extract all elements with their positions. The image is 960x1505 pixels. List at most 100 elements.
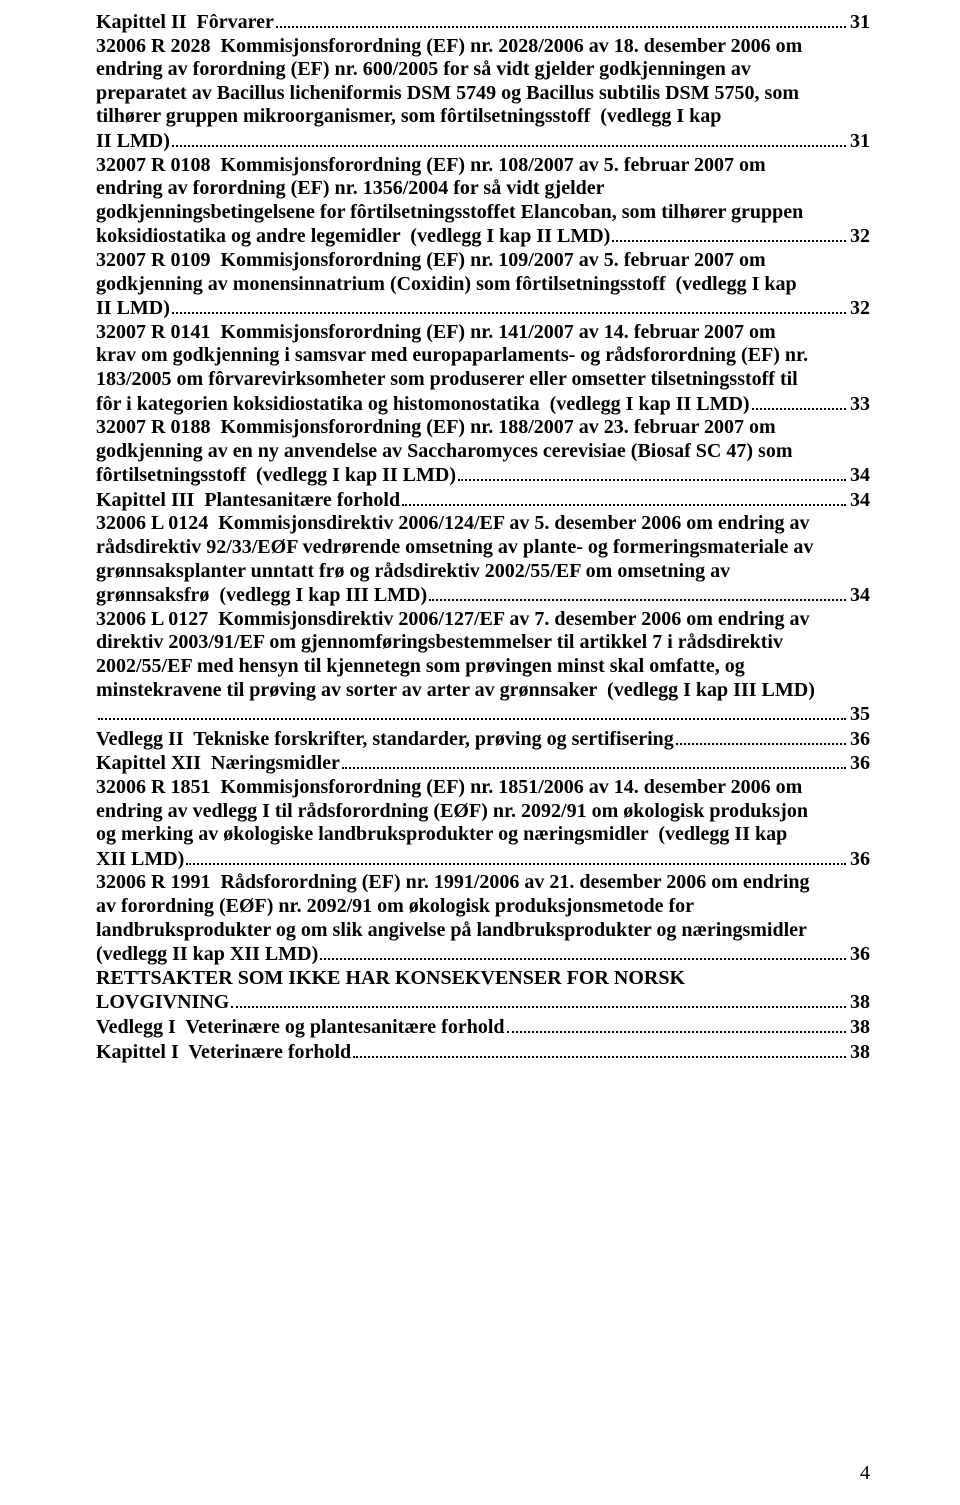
toc-line: fôrtilsetningsstoff (vedlegg I kap II LM… [96,463,870,488]
toc-text: endring av forordning (EF) nr. 1356/2004… [96,177,605,201]
toc-entry: 32006 R 1991 Rådsforordning (EF) nr. 199… [96,871,870,966]
toc-line: 32007 R 0141 Kommisjonsforordning (EF) n… [96,321,870,345]
toc-entry: Kapittel XII Næringsmidler 36 [96,751,870,776]
toc-line: 35 [96,702,870,727]
toc-line: II LMD) 32 [96,296,870,321]
toc-line: rådsdirektiv 92/33/EØF vedrørende omsetn… [96,536,870,560]
leader-dots [402,488,846,506]
toc-page-ref: 38 [848,991,870,1015]
toc-page-ref: 34 [848,464,870,488]
toc-text: endring av forordning (EF) nr. 600/2005 … [96,58,751,82]
toc-line: 32007 R 0109 Kommisjonsforordning (EF) n… [96,249,870,273]
toc-page-ref: 31 [848,11,870,35]
toc-page-ref: 36 [848,752,870,776]
toc-line: 183/2005 om fôrvarevirksomheter som prod… [96,368,870,392]
toc-text: grønnsaksplanter unntatt frø og rådsdire… [96,560,730,584]
toc-line: grønnsaksfrø (vedlegg I kap III LMD) 34 [96,583,870,608]
toc-line: Kapittel XII Næringsmidler 36 [96,751,870,776]
document-page: Kapittel II Fôrvarer 3132006 R 2028 Komm… [0,0,960,1505]
toc-line: 32006 L 0127 Kommisjonsdirektiv 2006/127… [96,608,870,632]
toc-text: 32006 R 1991 Rådsforordning (EF) nr. 199… [96,871,810,895]
toc-line: endring av forordning (EF) nr. 600/2005 … [96,58,870,82]
toc-page-ref: 34 [848,489,870,513]
toc-text: grønnsaksfrø (vedlegg I kap III LMD) [96,584,427,608]
leader-dots [342,751,846,769]
toc-text: fôrtilsetningsstoff (vedlegg I kap II LM… [96,464,456,488]
toc-text: godkjenningsbetingelsene for fôrtilsetni… [96,201,803,225]
toc-text: godkjenning av en ny anvendelse av Sacch… [96,440,792,464]
toc-page-ref: 32 [848,225,870,249]
toc-text: av forordning (EØF) nr. 2092/91 om økolo… [96,895,694,919]
toc-entry: Kapittel III Plantesanitære forhold 34 [96,488,870,513]
leader-dots [429,583,846,601]
toc-entry: Kapittel II Fôrvarer 31 [96,10,870,35]
toc-page-ref: 35 [848,703,870,727]
toc-text: 32006 L 0127 Kommisjonsdirektiv 2006/127… [96,608,810,632]
toc-line: koksidiostatika og andre legemidler (ved… [96,224,870,249]
toc-text: og merking av økologiske landbruksproduk… [96,823,787,847]
toc-text: Kapittel II Fôrvarer [96,11,274,35]
toc-line: landbruksprodukter og om slik angivelse … [96,919,870,943]
toc-line: godkjenningsbetingelsene for fôrtilsetni… [96,201,870,225]
toc-line: fôr i kategorien koksidiostatika og hist… [96,392,870,417]
toc-text: 32007 R 0188 Kommisjonsforordning (EF) n… [96,416,776,440]
toc-line: Kapittel I Veterinære forhold 38 [96,1040,870,1065]
toc-entry: 32007 R 0141 Kommisjonsforordning (EF) n… [96,321,870,416]
toc-line: Kapittel III Plantesanitære forhold 34 [96,488,870,513]
toc-line: II LMD) 31 [96,129,870,154]
toc-text: XII LMD) [96,848,184,872]
leader-dots [186,847,846,865]
toc-text: LOVGIVNING [96,991,229,1015]
toc-entry: Kapittel I Veterinære forhold 38 [96,1040,870,1065]
toc-text: Vedlegg I Veterinære og plantesanitære f… [96,1016,505,1040]
leader-dots [752,392,846,410]
toc-line: 32007 R 0188 Kommisjonsforordning (EF) n… [96,416,870,440]
leader-dots [276,10,846,28]
toc-line: LOVGIVNING 38 [96,990,870,1015]
toc-page-ref: 31 [848,130,870,154]
toc-text: 32006 L 0124 Kommisjonsdirektiv 2006/124… [96,512,810,536]
toc-page-ref: 33 [848,393,870,417]
leader-dots [172,129,846,147]
toc-line: 32006 R 2028 Kommisjonsforordning (EF) n… [96,35,870,59]
toc-entry: RETTSAKTER SOM IKKE HAR KONSEKVENSER FOR… [96,967,870,1015]
toc-text: 32006 R 1851 Kommisjonsforordning (EF) n… [96,776,802,800]
toc-entry: Vedlegg I Veterinære og plantesanitære f… [96,1015,870,1040]
toc-text: preparatet av Bacillus licheniformis DSM… [96,82,799,106]
toc-text: 32007 R 0109 Kommisjonsforordning (EF) n… [96,249,766,273]
toc-text: endring av vedlegg I til rådsforordning … [96,800,808,824]
toc-text: minstekravene til prøving av sorter av a… [96,679,815,703]
toc-text: rådsdirektiv 92/33/EØF vedrørende omsetn… [96,536,813,560]
toc-line: Kapittel II Fôrvarer 31 [96,10,870,35]
toc-entry: 32006 R 2028 Kommisjonsforordning (EF) n… [96,35,870,154]
toc-page-ref: 36 [848,848,870,872]
toc-line: av forordning (EØF) nr. 2092/91 om økolo… [96,895,870,919]
toc-entry: 32007 R 0109 Kommisjonsforordning (EF) n… [96,249,870,321]
toc-line: preparatet av Bacillus licheniformis DSM… [96,82,870,106]
toc-line: 32006 L 0124 Kommisjonsdirektiv 2006/124… [96,512,870,536]
toc-entry: 32007 R 0188 Kommisjonsforordning (EF) n… [96,416,870,488]
toc-line: 32006 R 1991 Rådsforordning (EF) nr. 199… [96,871,870,895]
toc-entry: Vedlegg II Tekniske forskrifter, standar… [96,727,870,752]
toc-line: endring av forordning (EF) nr. 1356/2004… [96,177,870,201]
leader-dots [458,463,846,481]
toc-text: Vedlegg II Tekniske forskrifter, standar… [96,728,674,752]
toc-line: 32006 R 1851 Kommisjonsforordning (EF) n… [96,776,870,800]
page-number: 4 [860,1462,870,1485]
toc-entry: 32007 R 0108 Kommisjonsforordning (EF) n… [96,154,870,249]
leader-dots [320,942,846,960]
toc-text: direktiv 2003/91/EF om gjennomføringsbes… [96,631,783,655]
toc-entry: 32006 L 0127 Kommisjonsdirektiv 2006/127… [96,608,870,727]
toc-line: direktiv 2003/91/EF om gjennomføringsbes… [96,631,870,655]
toc-text: II LMD) [96,297,170,321]
toc-line: RETTSAKTER SOM IKKE HAR KONSEKVENSER FOR… [96,967,870,991]
leader-dots [98,702,846,720]
table-of-contents: Kapittel II Fôrvarer 3132006 R 2028 Komm… [96,10,870,1064]
toc-text: 32007 R 0108 Kommisjonsforordning (EF) n… [96,154,766,178]
toc-text: landbruksprodukter og om slik angivelse … [96,919,807,943]
toc-page-ref: 34 [848,584,870,608]
toc-line: minstekravene til prøving av sorter av a… [96,679,870,703]
toc-text: koksidiostatika og andre legemidler (ved… [96,225,610,249]
leader-dots [507,1015,846,1033]
toc-page-ref: 32 [848,297,870,321]
